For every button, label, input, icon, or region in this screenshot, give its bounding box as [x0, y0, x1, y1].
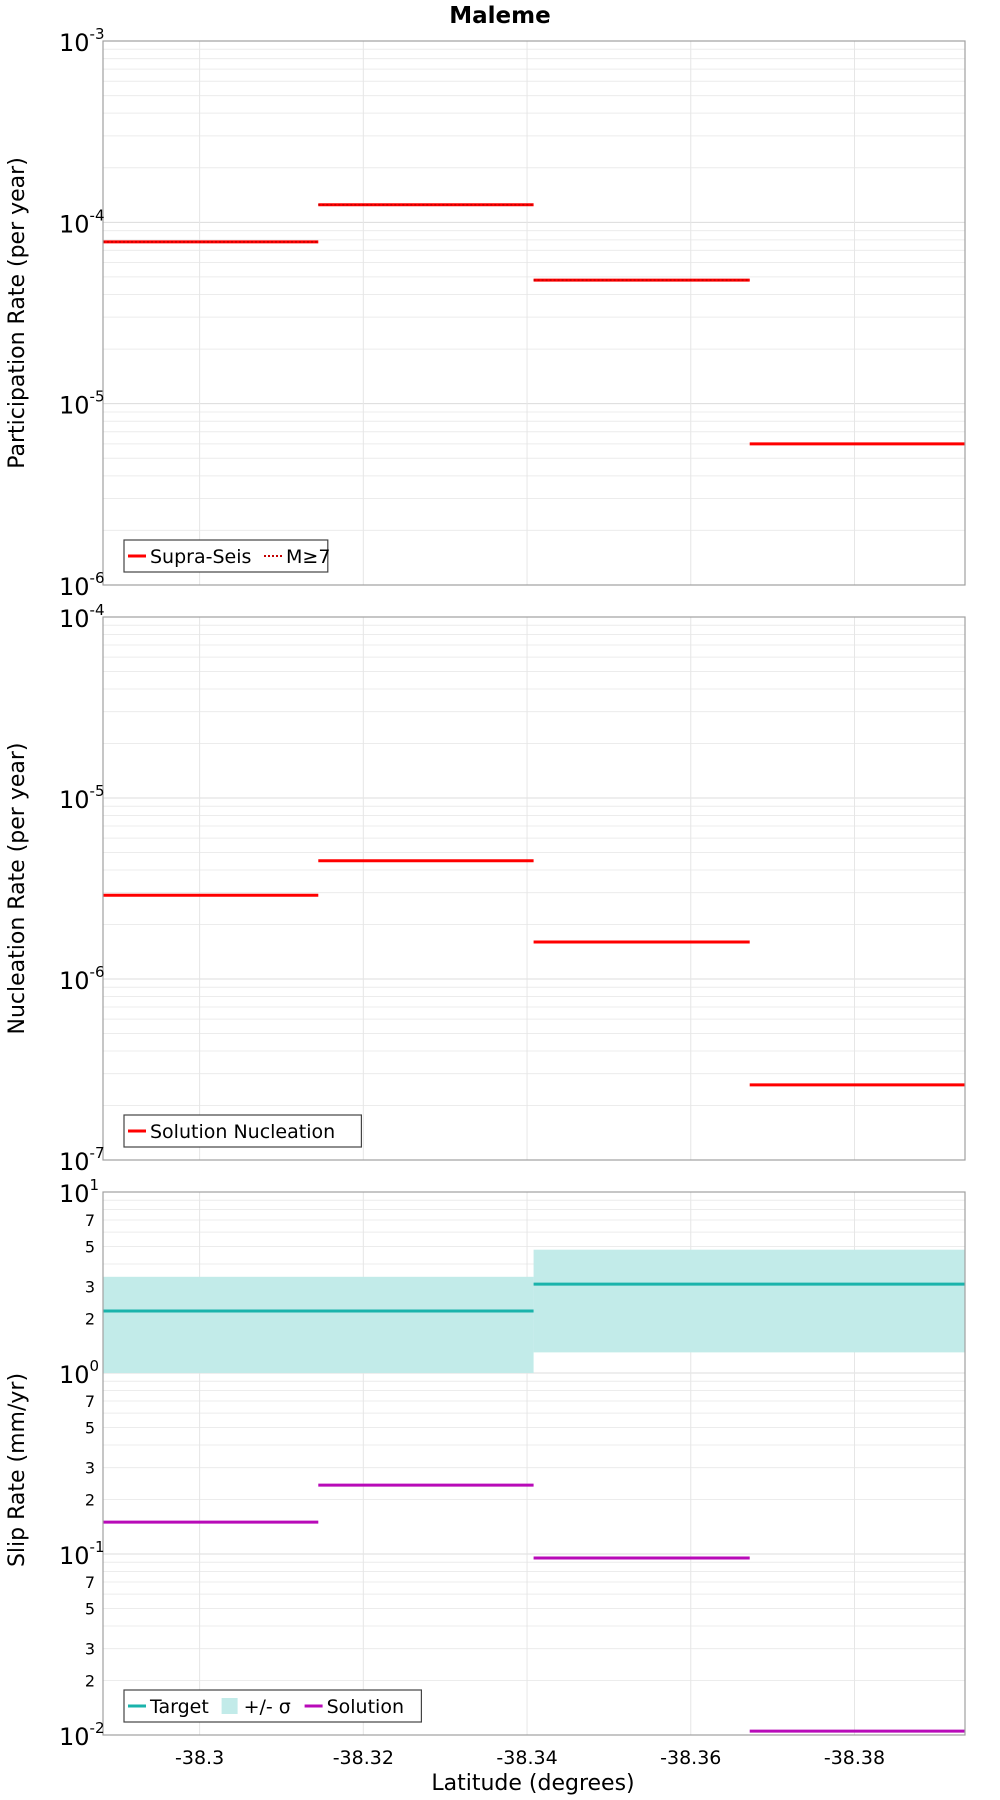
plot-border	[102, 616, 966, 1161]
y-minor-tick-label: 5	[85, 1237, 95, 1256]
y-tick-label: 10-6	[59, 569, 105, 601]
legend: Supra-Seis M≥7	[123, 539, 330, 573]
y-minor-tick-label: 3	[85, 1459, 95, 1478]
x-tick-label: -38.34	[496, 1747, 557, 1769]
legend: Target +/- σ Solution	[123, 1689, 422, 1723]
y-tick-label: 10-1	[59, 1538, 105, 1570]
x-tick-label: -38.38	[824, 1747, 885, 1769]
legend-label: +/- σ	[244, 1696, 291, 1718]
plot-border	[102, 40, 966, 586]
series-target	[103, 1282, 965, 1313]
y-tick-label: 10-4	[59, 206, 105, 238]
legend-box	[123, 539, 329, 573]
y-axis-label: Participation Rate (per year)	[5, 157, 30, 469]
y-minor-tick-label: 7	[85, 1573, 95, 1592]
y-minor-tick-label: 5	[85, 1418, 95, 1437]
y-minor-tick-label: 2	[85, 1672, 95, 1691]
x-tick-label: -38.32	[333, 1747, 394, 1769]
plot-area	[103, 41, 965, 585]
legend-label: M≥7	[286, 546, 330, 568]
y-tick-label: 10-6	[59, 963, 105, 995]
legend-label: Supra-Seis	[150, 546, 251, 568]
y-axis-label: Nucleation Rate (per year)	[5, 743, 30, 1035]
y-minor-tick-label: 3	[85, 1278, 95, 1297]
panels: 10-6 10-5 10-4 10-3 Participation Rate (per …	[5, 25, 966, 1769]
y-tick-label: 101	[59, 1176, 99, 1208]
y-tick-label: 10-5	[59, 782, 105, 814]
y-minor-tick-label: 2	[85, 1310, 95, 1329]
legend-label: Solution	[327, 1696, 404, 1718]
x-tick-label: -38.36	[660, 1747, 721, 1769]
legend-box	[123, 1689, 422, 1723]
plot-border	[102, 1191, 966, 1736]
y-axis-label: Slip Rate (mm/yr)	[5, 1373, 30, 1567]
y-tick-label: 100	[59, 1357, 99, 1389]
y-tick-labels: 10-7 10-6 10-5 10-4	[59, 601, 105, 1176]
y-minor-tick-label: 7	[85, 1392, 95, 1411]
chart-title: Maleme	[449, 3, 550, 29]
y-tick-labels: 10-6 10-5 10-4 10-3	[59, 25, 105, 601]
panel-2: 10-7 10-6 10-5 10-4 Nucleation Rate (per yea…	[5, 601, 966, 1176]
series-solution	[103, 1483, 965, 1733]
series-m-7	[103, 204, 750, 281]
y-minor-tick-label: 5	[85, 1599, 95, 1618]
legend-swatch	[221, 1698, 238, 1714]
legend: Solution Nucleation	[123, 1114, 362, 1148]
y-tick-label: 10-5	[59, 388, 105, 420]
band-segment	[103, 1276, 534, 1373]
y-minor-tick-label: 7	[85, 1211, 95, 1230]
legend-label: Target	[149, 1696, 209, 1718]
y-minor-tick-label: 2	[85, 1491, 95, 1510]
x-tick-label: -38.3	[175, 1747, 224, 1769]
y-tick-label: 10-4	[59, 601, 105, 633]
y-tick-label: 10-2	[59, 1719, 105, 1751]
panel-1: 10-6 10-5 10-4 10-3 Participation Rate (per …	[5, 25, 966, 601]
band-segment	[533, 1249, 965, 1353]
y-tick-label: 10-3	[59, 25, 105, 57]
x-axis-label: Latitude (degrees)	[431, 1771, 634, 1796]
legend-label: Solution Nucleation	[150, 1121, 335, 1143]
series-solution-nucleation	[103, 859, 965, 1087]
x-tick-labels: -38.3 -38.32 -38.34 -38.36 -38.38	[175, 1747, 885, 1769]
y-minor-tick-label: 3	[85, 1640, 95, 1659]
plot-area	[103, 617, 965, 1160]
panel-3: 10-2 10-1 100 101 2 3 5 7 2 3 5 7 2 3 5 7 Slip Rate (mm/…	[5, 1176, 966, 1769]
y-tick-labels: 10-2 10-1 100 101 2 3 5 7 2 3 5 7 2 3 5 7	[59, 1176, 105, 1751]
legend-box	[123, 1114, 362, 1148]
band-+/- σ	[103, 1249, 965, 1373]
y-tick-label: 10-7	[59, 1144, 105, 1176]
